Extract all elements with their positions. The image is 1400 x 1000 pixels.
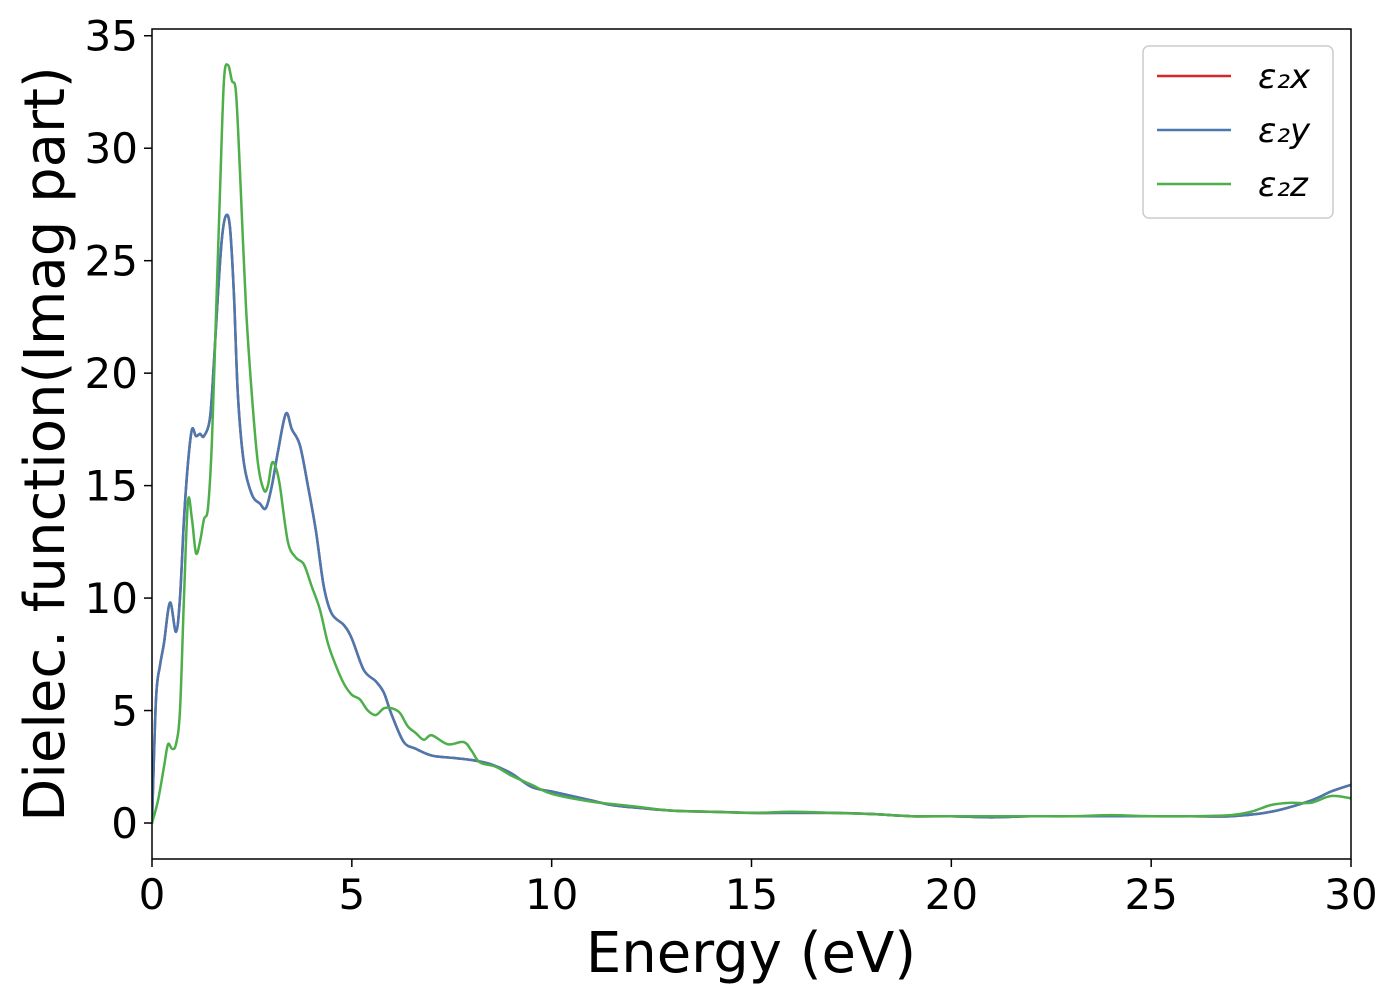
legend-box (1142, 45, 1334, 219)
legend-label: ε₂z (1258, 165, 1309, 205)
y-tick-label: 20 (85, 349, 138, 398)
x-tick-label: 20 (925, 870, 978, 919)
x-tick-label: 30 (1324, 870, 1377, 919)
y-tick-label: 0 (111, 799, 138, 848)
series-layer (152, 63, 1351, 825)
x-tick-label: 25 (1124, 870, 1177, 919)
x-tick-label: 0 (139, 870, 166, 919)
y-tick-label: 30 (85, 124, 138, 173)
x-axis: 0 5 10 15 20 25 30 (139, 859, 1378, 919)
x-tick-label: 10 (525, 870, 578, 919)
y-axis: 0 5 10 15 20 25 30 35 (85, 12, 152, 848)
y-tick-label: 10 (85, 574, 138, 623)
legend-label: ε₂x (1258, 57, 1311, 97)
y-tick-label: 35 (85, 12, 138, 61)
x-tick-label: 5 (338, 870, 365, 919)
x-tick-label: 15 (725, 870, 778, 919)
series-y-line (152, 213, 1351, 825)
series-x-line (152, 213, 1351, 825)
y-axis-title: Dielec. function(Imag part) (13, 66, 78, 822)
legend: ε₂x ε₂y ε₂z (1142, 45, 1334, 219)
y-tick-label: 15 (85, 462, 138, 511)
series-z-line (152, 63, 1351, 825)
x-axis-title: Energy (eV) (586, 921, 916, 986)
y-tick-label: 25 (85, 237, 138, 286)
legend-label: ε₂y (1258, 111, 1311, 151)
y-tick-label: 5 (111, 687, 138, 736)
